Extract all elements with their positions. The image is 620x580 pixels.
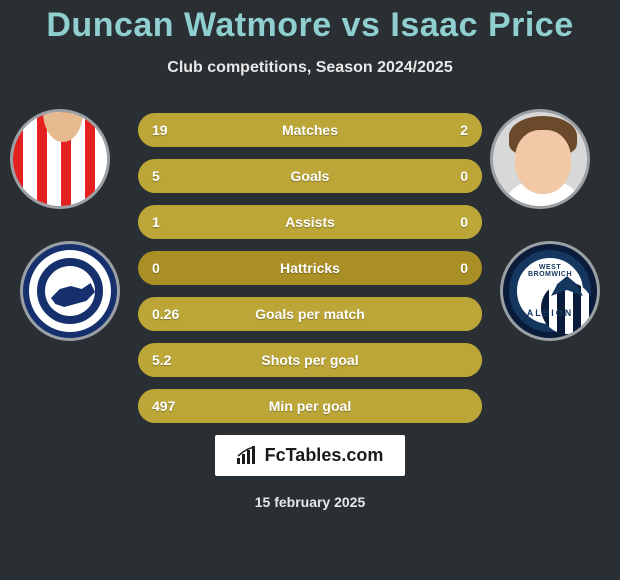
stat-label: Goals per match (138, 297, 482, 331)
stat-label: Goals (138, 159, 482, 193)
stat-label: Min per goal (138, 389, 482, 423)
stat-label: Assists (138, 205, 482, 239)
date-label: 15 february 2025 (0, 494, 620, 510)
stat-row: 1Assists0 (138, 205, 482, 239)
stat-row: 5.2Shots per goal (138, 343, 482, 377)
stat-bars: 19Matches25Goals01Assists00Hattricks00.2… (138, 109, 482, 423)
stat-value-right: 0 (460, 159, 468, 193)
comparison-panel: WEST BROMWICH ALBION 19Matches2 5Goals0 1A… (0, 109, 620, 423)
chart-icon (237, 446, 259, 466)
stat-row: 5Goals0 (138, 159, 482, 193)
stat-row: 497Min per goal (138, 389, 482, 423)
page-title: Duncan Watmore vs Isaac Price (0, 0, 620, 45)
right-player-avatar (490, 109, 590, 209)
stat-label: Shots per goal (138, 343, 482, 377)
crest-text-bottom: ALBION (517, 308, 583, 318)
fctables-label: FcTables.com (265, 445, 384, 466)
stat-value-right: 0 (460, 251, 468, 285)
stat-label: Hattricks (138, 251, 482, 285)
fctables-badge: FcTables.com (215, 435, 406, 476)
footer: FcTables.com 15 february 2025 (0, 435, 620, 510)
stat-value-right: 2 (460, 113, 468, 147)
left-player-avatar (10, 109, 110, 209)
subtitle: Club competitions, Season 2024/2025 (0, 59, 620, 77)
stat-row: 0Hattricks0 (138, 251, 482, 285)
stat-row: 0.26Goals per match (138, 297, 482, 331)
stat-value-right: 0 (460, 205, 468, 239)
right-club-crest: WEST BROMWICH ALBION (500, 241, 600, 341)
left-club-crest (20, 241, 120, 341)
crest-text-top: WEST BROMWICH (517, 264, 583, 278)
stat-row: 19Matches2 (138, 113, 482, 147)
stat-label: Matches (138, 113, 482, 147)
